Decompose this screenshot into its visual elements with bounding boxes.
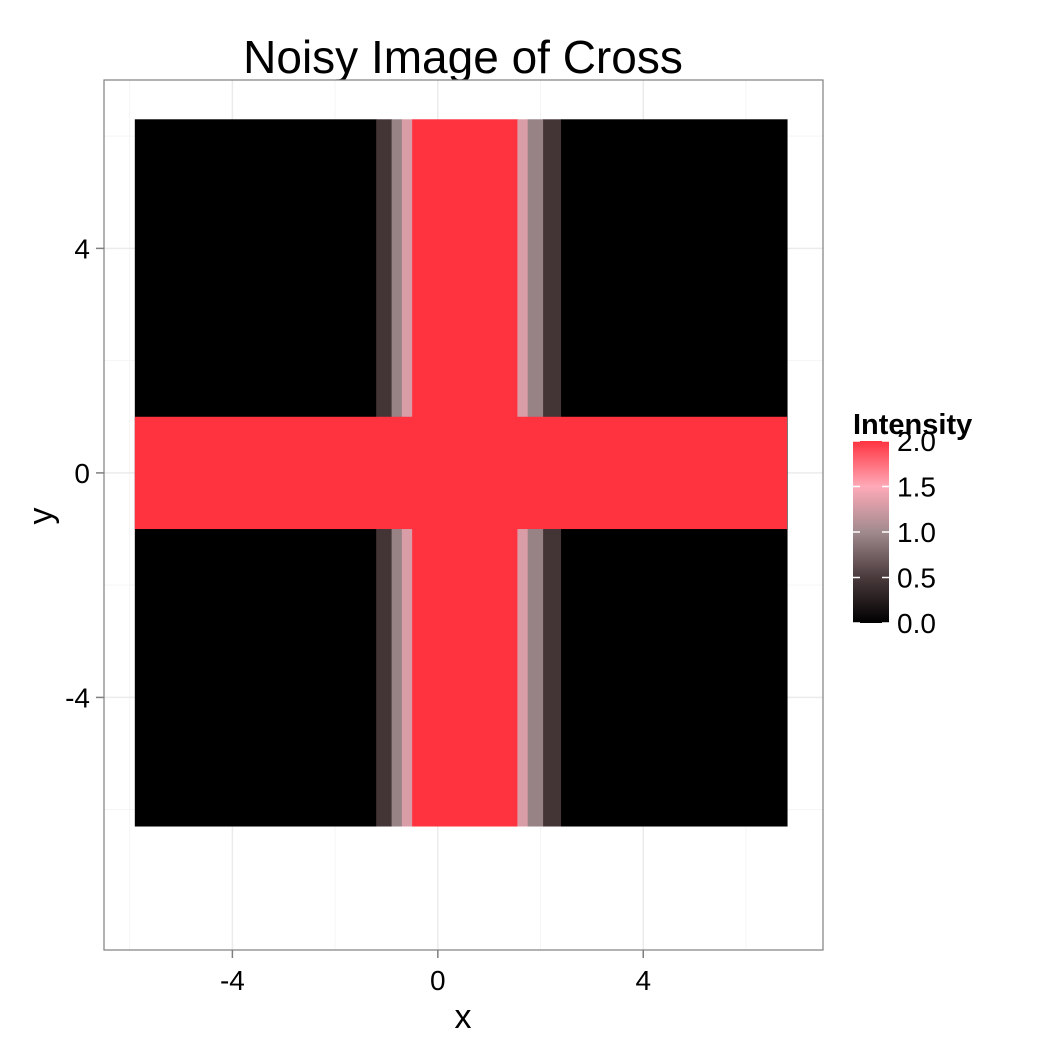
x-tick-label: 0	[430, 965, 446, 996]
y-axis: -4 0 4	[65, 233, 104, 713]
x-axis-title: x	[455, 998, 472, 1036]
legend-break-label: 0.5	[897, 563, 936, 594]
y-axis-title: y	[22, 508, 60, 525]
legend-break-label: 1.5	[897, 472, 936, 503]
chart-title: Noisy Image of Cross	[243, 31, 683, 83]
heatmap-cells	[134, 119, 788, 827]
x-axis: -4 0 4	[220, 950, 651, 996]
x-tick-label: -4	[220, 965, 245, 996]
x-tick-label: 4	[635, 965, 651, 996]
heatmap-horizontal-band	[134, 416, 788, 530]
y-tick-label: -4	[65, 682, 90, 713]
legend-title: Intensity	[853, 409, 972, 441]
panel-border	[103, 79, 824, 951]
y-tick-label: 4	[74, 233, 90, 264]
legend: Intensity 2.0 1.5 1.0 0.5 0.0	[853, 409, 972, 639]
y-tick-label: 0	[74, 458, 90, 489]
legend-break-label: 1.0	[897, 517, 936, 548]
legend-break-label: 0.0	[897, 608, 936, 639]
plot-panel	[103, 79, 824, 951]
legend-break-label: 2.0	[897, 426, 936, 457]
